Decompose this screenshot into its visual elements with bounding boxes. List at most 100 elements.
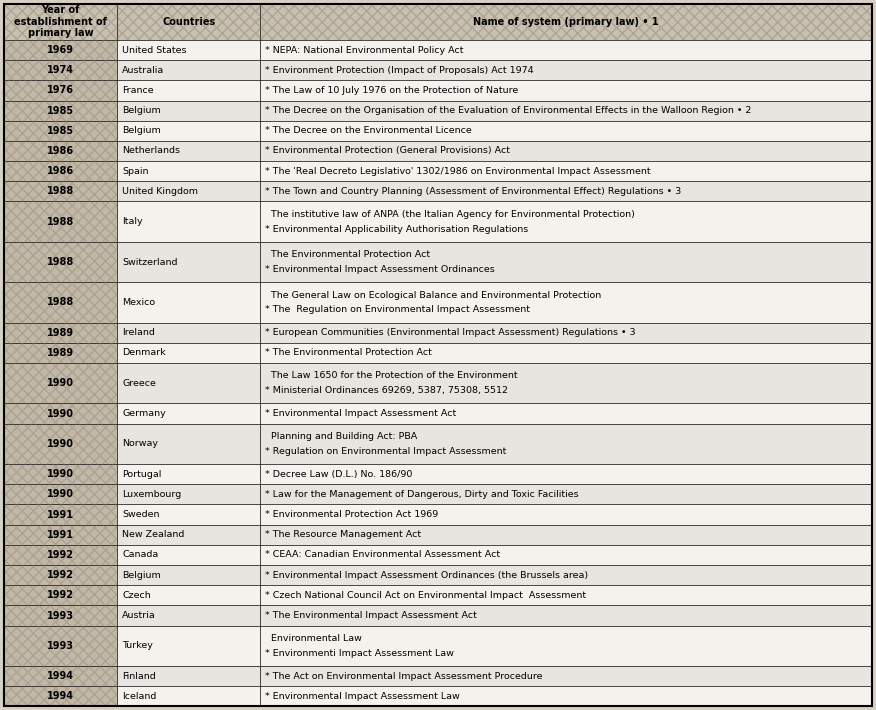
Bar [117,4,260,40]
Bar [260,363,872,403]
Bar [117,505,260,525]
Bar [260,525,872,545]
Bar [4,141,117,161]
Bar [4,484,117,505]
Bar [4,101,117,121]
Text: * The  Regulation on Environmental Impact Assessment: * The Regulation on Environmental Impact… [265,305,530,315]
Bar [117,121,260,141]
Text: Netherlands: Netherlands [123,146,180,155]
Text: United States: United States [123,45,187,55]
Bar [260,40,872,60]
Bar [4,363,117,403]
Text: * The Resource Management Act: * The Resource Management Act [265,530,420,540]
Bar [117,161,260,181]
Bar [4,585,117,606]
Bar [4,4,117,40]
Bar [260,606,872,626]
Bar [4,343,117,363]
Text: * Environmental Impact Assessment Ordinances (the Brussels area): * Environmental Impact Assessment Ordina… [265,571,588,579]
Text: Ireland: Ireland [123,328,155,337]
Bar [260,626,872,666]
Bar [260,161,872,181]
Text: * Czech National Council Act on Environmental Impact  Assessment: * Czech National Council Act on Environm… [265,591,586,600]
Bar [4,4,117,40]
Bar [4,545,117,565]
Bar [260,687,872,706]
Bar [4,60,117,80]
Bar [260,283,872,322]
Text: Environmental Law: Environmental Law [265,634,362,643]
Bar [117,626,260,666]
Text: Greece: Greece [123,378,156,388]
Bar [4,322,117,343]
Text: * Environment Protection (Impact of Proposals) Act 1974: * Environment Protection (Impact of Prop… [265,66,533,75]
Text: 1990: 1990 [47,378,74,388]
Bar [4,525,117,545]
Bar [260,322,872,343]
Text: * The Decree on the Environmental Licence: * The Decree on the Environmental Licenc… [265,126,471,136]
Bar [4,626,117,666]
Text: 1993: 1993 [47,641,74,651]
Text: 1992: 1992 [47,570,74,580]
Bar [4,141,117,161]
Bar [4,343,117,363]
Text: * The Law of 10 July 1976 on the Protection of Nature: * The Law of 10 July 1976 on the Protect… [265,86,518,95]
Bar [4,565,117,585]
Bar [4,464,117,484]
Bar [4,40,117,60]
Bar [260,585,872,606]
Text: 1990: 1990 [47,469,74,479]
Text: New Zealand: New Zealand [123,530,185,540]
Bar [117,606,260,626]
Bar [260,4,872,40]
Bar [117,80,260,101]
Bar [260,464,872,484]
Text: 1989: 1989 [47,328,74,338]
Bar [4,505,117,525]
Bar [4,606,117,626]
Text: * The Act on Environmental Impact Assessment Procedure: * The Act on Environmental Impact Assess… [265,672,542,681]
Text: 1985: 1985 [47,106,74,116]
Bar [117,464,260,484]
Bar [117,181,260,202]
Text: Canada: Canada [123,550,159,559]
Bar [4,403,117,424]
Text: * Environmental Protection Act 1969: * Environmental Protection Act 1969 [265,510,438,519]
Bar [4,585,117,606]
Bar [117,687,260,706]
Text: 1990: 1990 [47,408,74,419]
Text: Spain: Spain [123,167,149,175]
Bar [117,242,260,283]
Text: Name of system (primary law) • 1: Name of system (primary law) • 1 [473,17,659,27]
Bar [4,161,117,181]
Text: * Environmental Protection (General Provisions) Act: * Environmental Protection (General Prov… [265,146,510,155]
Bar [260,666,872,687]
Text: * Environmenti Impact Assessment Law: * Environmenti Impact Assessment Law [265,649,454,657]
Text: * The Town and Country Planning (Assessment of Environmental Effect) Regulations: * The Town and Country Planning (Assessm… [265,187,681,196]
Text: 1986: 1986 [47,146,74,156]
Bar [117,283,260,322]
Bar [4,464,117,484]
Bar [260,141,872,161]
Text: * CEAA: Canadian Environmental Assessment Act: * CEAA: Canadian Environmental Assessmen… [265,550,499,559]
Text: The institutive law of ANPA (the Italian Agency for Environmental Protection): The institutive law of ANPA (the Italian… [265,210,634,219]
Text: * Environmental Applicability Authorisation Regulations: * Environmental Applicability Authorisat… [265,224,528,234]
Bar [117,545,260,565]
Text: 1969: 1969 [47,45,74,55]
Text: 1988: 1988 [47,257,74,267]
Text: 1988: 1988 [47,297,74,307]
Bar [4,626,117,666]
Text: 1989: 1989 [47,348,74,358]
Text: The Law 1650 for the Protection of the Environment: The Law 1650 for the Protection of the E… [265,371,517,381]
Text: Iceland: Iceland [123,692,157,701]
Text: * The Environmental Impact Assessment Act: * The Environmental Impact Assessment Ac… [265,611,477,620]
Bar [4,666,117,687]
Text: 1994: 1994 [47,671,74,681]
Text: * Ministerial Ordinances 69269, 5387, 75308, 5512: * Ministerial Ordinances 69269, 5387, 75… [265,386,507,395]
Text: * The Environmental Protection Act: * The Environmental Protection Act [265,349,432,357]
Bar [117,666,260,687]
Bar [4,181,117,202]
Text: * The Decree on the Organisation of the Evaluation of Environmental Effects in t: * The Decree on the Organisation of the … [265,106,751,115]
Bar [4,424,117,464]
Text: Planning and Building Act: PBA: Planning and Building Act: PBA [265,432,417,441]
